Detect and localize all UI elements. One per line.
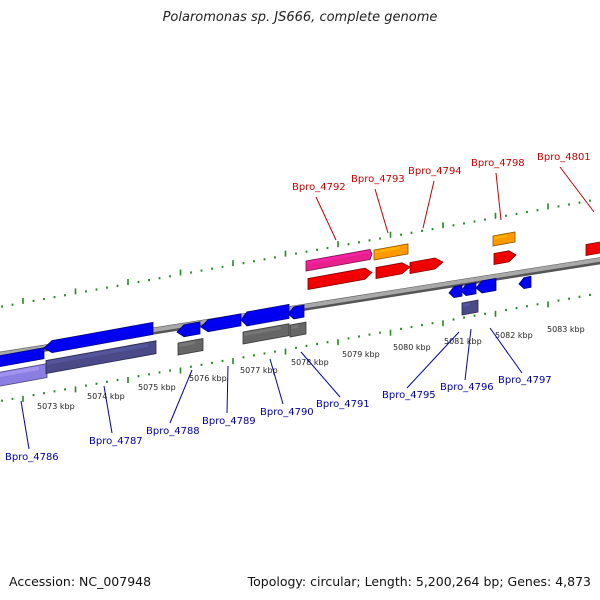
gene-bpro-4797-b	[518, 275, 532, 290]
label-leader-line	[300, 351, 341, 398]
gene-bpro-4788	[176, 321, 201, 338]
gene-label-bpro-4786: Bpro_4786	[5, 452, 59, 463]
gene-bpro-4787-cds	[45, 340, 157, 374]
scale-label: 5076 kbp	[189, 374, 227, 383]
scale-label: 5083 kbp	[547, 325, 585, 334]
gene-bpro-4791-cds	[289, 321, 307, 338]
gene-label-bpro-4790: Bpro_4790	[260, 407, 314, 418]
label-leader-line	[226, 365, 229, 414]
gene-bpro-4792-cds-pink	[305, 249, 373, 272]
scale-ticks-upper	[1, 199, 591, 308]
gene-bpro-4792	[307, 267, 373, 290]
accession-text: Accession: NC_007948	[9, 574, 152, 589]
label-leader-line	[169, 369, 193, 424]
scale-label: 5081 kbp	[444, 337, 482, 346]
gene-bpro-4794	[409, 257, 444, 274]
gene-label-bpro-4795: Bpro_4795	[382, 390, 436, 401]
gene-label-bpro-4787: Bpro_4787	[89, 436, 143, 447]
gene-bpro-4793	[375, 262, 411, 279]
gene-bpro-4795	[448, 284, 463, 299]
label-leader-line	[495, 172, 502, 221]
gene-label-bpro-4798: Bpro_4798	[471, 158, 525, 169]
gene-bpro-4797	[475, 277, 497, 294]
scale-ticks-lower	[1, 293, 591, 402]
scale-label: 5082 kbp	[495, 331, 533, 340]
label-leader-line	[269, 358, 284, 405]
gene-bpro-4787	[43, 321, 154, 354]
gene-label-bpro-4789: Bpro_4789	[202, 416, 256, 427]
gene-bpro-4798-aux	[492, 231, 516, 247]
gene-bpro-4796-cds	[461, 299, 479, 316]
gene-label-leaders	[20, 166, 595, 450]
gene-label-bpro-4788: Bpro_4788	[146, 426, 200, 437]
page-title: Polaromonas sp. JS666, complete genome	[162, 10, 438, 25]
label-leader-line	[374, 188, 389, 234]
label-leader-line	[406, 331, 460, 389]
gene-label-bpro-4797: Bpro_4797	[498, 375, 552, 386]
scale-label: 5079 kbp	[342, 350, 380, 359]
scale-label: 5077 kbp	[240, 366, 278, 375]
label-leader-line	[489, 327, 523, 374]
gene-label-bpro-4791: Bpro_4791	[316, 399, 370, 410]
gene-label-bpro-4801: Bpro_4801	[537, 152, 591, 163]
gene-bpro-4798	[493, 250, 517, 265]
scale-label: 5073 kbp	[37, 402, 75, 411]
scale-label: 5075 kbp	[138, 383, 176, 392]
label-leader-line	[422, 180, 435, 229]
genome-summary-text: Topology: circular; Length: 5,200,264 bp…	[247, 574, 591, 589]
gene-bpro-4786	[0, 347, 45, 368]
label-leader-line	[464, 328, 472, 381]
label-leader-line	[103, 385, 113, 434]
gene-label-bpro-4792: Bpro_4792	[292, 182, 346, 193]
gene-bpro-4791	[287, 304, 305, 320]
gene-bpro-4796-a	[460, 282, 477, 297]
gene-label-bpro-4796: Bpro_4796	[440, 382, 494, 393]
gene-bpro-4790-cds	[242, 323, 290, 345]
label-leader-line	[559, 166, 595, 213]
label-leader-line	[315, 196, 337, 241]
label-leader-line	[20, 400, 30, 450]
gene-label-bpro-4794: Bpro_4794	[408, 166, 462, 177]
gene-bpro-4789	[200, 313, 242, 333]
scale-label: 5080 kbp	[393, 343, 431, 352]
gene-bpro-4790	[240, 303, 290, 327]
gene-bpro-4801	[585, 241, 600, 256]
gene-label-bpro-4793: Bpro_4793	[351, 174, 405, 185]
gene-bpro-4788-cds	[177, 338, 204, 356]
gene-bpro-4786-cds	[0, 363, 48, 387]
gene-bpro-4793-aux	[373, 243, 409, 261]
gene-features	[0, 231, 600, 387]
